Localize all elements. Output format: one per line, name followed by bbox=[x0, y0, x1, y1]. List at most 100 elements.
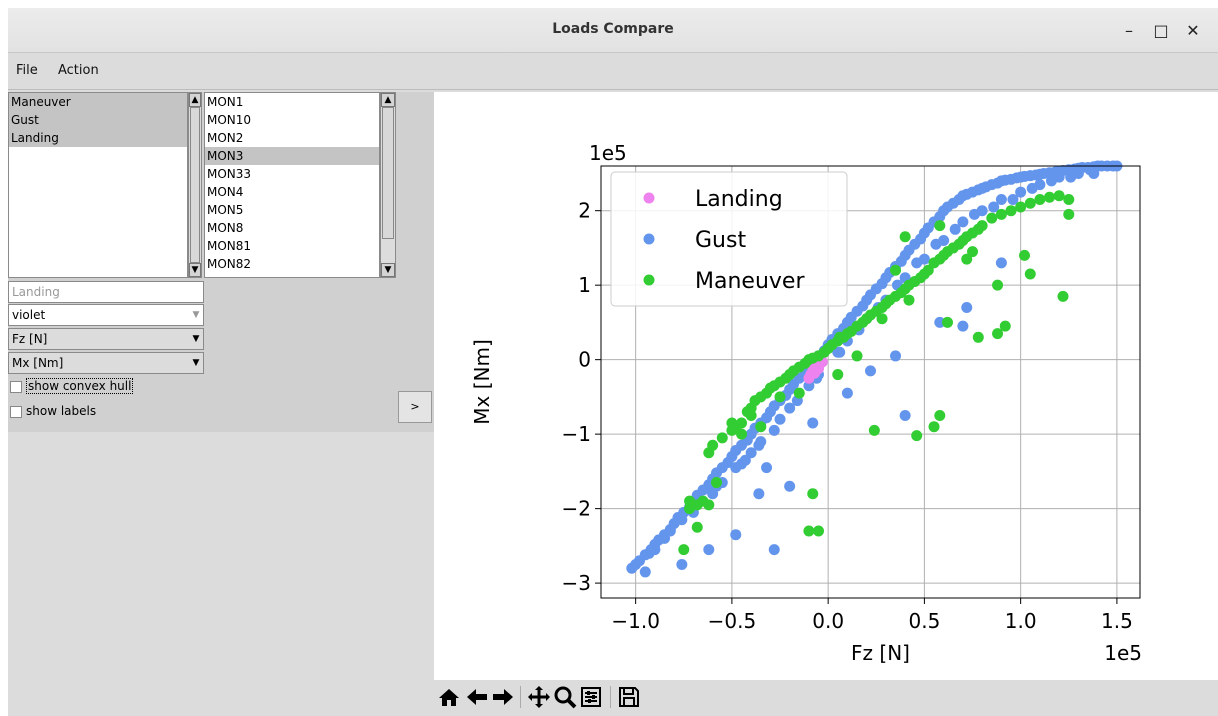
scatter-point-gust bbox=[930, 238, 942, 250]
scroll-up-icon[interactable]: ▲ bbox=[189, 93, 201, 107]
legend-marker bbox=[643, 274, 655, 286]
save-icon[interactable] bbox=[616, 684, 642, 710]
list-item[interactable]: Maneuver bbox=[9, 93, 187, 111]
list-item[interactable]: MON2 bbox=[207, 131, 244, 145]
scroll-down-icon[interactable]: ▼ bbox=[381, 263, 395, 277]
scatter-point-gust bbox=[784, 480, 796, 492]
back-icon[interactable] bbox=[464, 684, 490, 710]
list-item[interactable]: MON5 bbox=[207, 203, 244, 217]
scatter-point-maneuver bbox=[774, 391, 786, 403]
x-offset-label: 1e5 bbox=[1104, 641, 1142, 665]
scatter-point-gust bbox=[703, 544, 715, 556]
scatter-point-gust bbox=[1065, 171, 1077, 183]
scatter-point-maneuver bbox=[851, 350, 863, 362]
scatter-point-maneuver bbox=[834, 331, 846, 343]
maximize-button[interactable]: □ bbox=[1153, 21, 1169, 40]
scatter-point-gust bbox=[768, 424, 780, 436]
menu-file[interactable]: File bbox=[16, 63, 38, 78]
scatter-point-gust bbox=[890, 350, 902, 362]
scatter-point-maneuver bbox=[922, 264, 934, 276]
convex-hull-label: show convex hull bbox=[26, 378, 134, 394]
scatter-point-maneuver bbox=[995, 208, 1007, 220]
load-case-list[interactable]: Maneuver Gust Landing bbox=[8, 92, 188, 278]
scatter-point-maneuver bbox=[813, 525, 825, 537]
scatter-point-gust bbox=[768, 544, 780, 556]
window-title: Loads Compare bbox=[552, 21, 674, 37]
color-select[interactable]: violet ▼ bbox=[8, 304, 204, 326]
y-tick-label: 1 bbox=[578, 273, 591, 297]
scatter-point-maneuver bbox=[1053, 190, 1065, 202]
list-item[interactable]: MON82 bbox=[207, 257, 252, 271]
scatter-point-maneuver bbox=[992, 328, 1004, 340]
y-axis-select[interactable]: Mx [Nm] ▼ bbox=[8, 352, 204, 374]
scatter-point-maneuver bbox=[1005, 205, 1017, 217]
scroll-up-icon[interactable]: ▲ bbox=[381, 93, 395, 107]
menu-action[interactable]: Action bbox=[58, 63, 99, 78]
scroll-thumb[interactable] bbox=[190, 107, 200, 263]
scatter-chart: −1.0 −0.5 0.0 0.5 1.0 1.5 −3 −2 −1 0 1 2 1e5 1e5 Fz [N… bbox=[470, 141, 1142, 665]
convex-hull-checkbox[interactable]: show convex hull bbox=[10, 378, 134, 394]
legend-marker bbox=[643, 192, 655, 204]
x-axis-select-value: Fz [N] bbox=[12, 332, 48, 346]
scatter-point-maneuver bbox=[934, 410, 946, 422]
list-item[interactable]: MON33 bbox=[207, 167, 252, 181]
scroll-down-icon[interactable]: ▼ bbox=[189, 263, 201, 277]
list-item[interactable]: MON81 bbox=[207, 239, 252, 253]
scatter-point-maneuver bbox=[1044, 191, 1056, 203]
scatter-point-maneuver bbox=[678, 544, 690, 556]
scatter-point-maneuver bbox=[832, 369, 844, 381]
scatter-point-maneuver bbox=[899, 231, 911, 243]
pan-icon[interactable] bbox=[526, 684, 552, 710]
zoom-icon[interactable] bbox=[552, 684, 578, 710]
scatter-point-maneuver bbox=[803, 525, 815, 537]
scatter-point-maneuver bbox=[1063, 208, 1075, 220]
checkbox-icon[interactable] bbox=[10, 405, 22, 418]
x-axis-select[interactable]: Fz [N] ▼ bbox=[8, 328, 204, 350]
y-tick-label: −2 bbox=[562, 497, 591, 521]
list-item[interactable]: MON1 bbox=[207, 95, 244, 109]
y-tick-label: 2 bbox=[578, 199, 591, 223]
show-labels-checkbox[interactable]: show labels bbox=[10, 404, 96, 418]
scatter-point-gust bbox=[1015, 186, 1027, 198]
list-item[interactable]: MON8 bbox=[207, 221, 244, 235]
scatter-point-maneuver bbox=[684, 503, 696, 515]
close-button[interactable]: ✕ bbox=[1186, 21, 1200, 40]
scatter-point-gust bbox=[659, 532, 671, 544]
scatter-point-maneuver bbox=[745, 410, 757, 422]
scatter-point-gust bbox=[664, 525, 676, 537]
y-offset-label: 1e5 bbox=[589, 141, 627, 165]
load-case-scrollbar[interactable]: ▲ ▼ bbox=[188, 92, 202, 278]
list-item[interactable]: MON4 bbox=[207, 185, 244, 199]
monitor-scrollbar[interactable]: ▲ ▼ bbox=[380, 92, 396, 278]
home-icon[interactable] bbox=[436, 684, 462, 710]
checkbox-icon[interactable] bbox=[10, 380, 22, 393]
scatter-point-maneuver bbox=[986, 212, 998, 224]
list-item[interactable]: Gust bbox=[9, 111, 187, 129]
monitor-list[interactable]: MON1 MON10 MON2 MON3 MON33 MON4 MON5 MON8 MON81 M… bbox=[204, 92, 380, 278]
x-tick-label: −0.5 bbox=[708, 609, 757, 633]
y-tick-label: 0 bbox=[578, 348, 591, 372]
forward-icon[interactable] bbox=[490, 684, 516, 710]
list-item[interactable]: MON3 bbox=[205, 147, 379, 165]
scatter-point-maneuver bbox=[928, 421, 940, 433]
scatter-point-gust bbox=[807, 417, 819, 429]
scatter-point-maneuver bbox=[942, 316, 953, 328]
toolbar-separator bbox=[610, 686, 611, 708]
scatter-point-maneuver bbox=[736, 428, 748, 440]
list-item[interactable]: MON10 bbox=[207, 113, 252, 127]
name-field[interactable] bbox=[8, 281, 204, 303]
scatter-point-maneuver bbox=[890, 264, 902, 276]
expand-button[interactable]: > bbox=[398, 391, 432, 423]
minimize-button[interactable]: – bbox=[1125, 21, 1133, 40]
scatter-point-maneuver bbox=[961, 253, 973, 265]
scatter-point-gust bbox=[730, 529, 742, 541]
list-item[interactable]: Landing bbox=[9, 129, 187, 147]
chevron-down-icon: ▼ bbox=[192, 334, 200, 344]
scatter-point-maneuver bbox=[1034, 194, 1046, 206]
scatter-point-gust bbox=[676, 558, 688, 570]
scatter-point-maneuver bbox=[755, 421, 767, 433]
scroll-thumb[interactable] bbox=[382, 107, 394, 239]
scatter-point-gust bbox=[745, 447, 757, 459]
configure-icon[interactable] bbox=[578, 684, 604, 710]
legend-label: Landing bbox=[695, 187, 783, 212]
